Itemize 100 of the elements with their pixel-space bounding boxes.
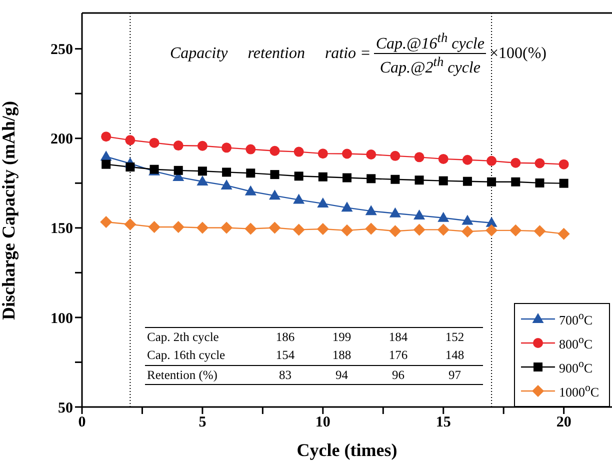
point	[220, 222, 233, 234]
point	[318, 172, 328, 182]
legend-label: 700$^{o}$C	[559, 310, 593, 328]
point	[100, 150, 112, 161]
point	[365, 222, 378, 235]
y-tick-label: 200	[50, 132, 73, 148]
x-tick-label: 5	[198, 414, 206, 431]
point	[100, 216, 112, 228]
point	[438, 212, 450, 222]
point	[318, 148, 328, 159]
point	[414, 210, 426, 220]
point	[174, 166, 183, 175]
point	[365, 205, 377, 216]
point	[341, 224, 353, 236]
point	[390, 150, 400, 161]
annotation: 154	[274, 347, 296, 364]
point	[222, 168, 232, 177]
annotation: Cap. 16th cycle	[146, 347, 226, 364]
point	[414, 176, 424, 185]
point	[535, 178, 544, 188]
point	[534, 158, 545, 168]
point	[558, 228, 570, 240]
point	[125, 135, 136, 146]
point	[390, 174, 400, 184]
x-tick-label: 0	[78, 414, 86, 431]
point	[534, 225, 546, 238]
point	[316, 222, 329, 235]
point	[462, 154, 472, 165]
x-tick-label: 15	[436, 414, 451, 431]
point	[197, 140, 208, 151]
annotation: Retention (%)	[146, 366, 218, 384]
point	[462, 176, 472, 186]
point	[342, 173, 352, 182]
point	[438, 154, 448, 164]
point	[244, 185, 256, 196]
annotation: Capacity retention ratio =	[170, 44, 371, 63]
point	[414, 152, 424, 162]
annotation: Cap.@16$^{th}$ cycle	[374, 30, 486, 54]
x-tick-label: 20	[556, 414, 572, 431]
annotation: 188	[331, 347, 352, 364]
annotation: 184	[388, 328, 409, 346]
annotation: 152	[444, 328, 466, 346]
point	[487, 177, 496, 186]
annotation: 148	[444, 347, 466, 364]
point	[126, 162, 135, 172]
legend-label: 1000$^{o}$C	[559, 382, 600, 400]
y-tick-label: 250	[50, 42, 73, 58]
point	[510, 224, 522, 236]
point	[293, 194, 305, 204]
point	[461, 225, 474, 238]
point	[102, 160, 111, 169]
point	[437, 224, 450, 236]
legend-label: 800$^{o}$C	[559, 334, 593, 352]
point	[196, 222, 208, 234]
x-axis-title: Cycle (times)	[296, 440, 398, 460]
point	[294, 146, 304, 157]
point	[559, 178, 568, 188]
annotation: Cap. 2th cycle	[146, 328, 220, 346]
point	[173, 140, 184, 151]
point	[366, 149, 376, 160]
point	[511, 177, 520, 186]
annotation: Cap.@2$^{th}$ cycle	[380, 54, 480, 78]
annotation: 83	[278, 366, 292, 384]
point	[268, 222, 281, 234]
annotation: 199	[331, 328, 352, 346]
point	[389, 225, 402, 238]
point	[294, 172, 304, 181]
point	[366, 174, 376, 184]
annotation: 96	[391, 366, 406, 384]
point	[389, 207, 401, 218]
point	[486, 224, 498, 236]
point	[172, 221, 184, 234]
point	[268, 190, 280, 200]
point	[220, 179, 232, 190]
point	[462, 214, 474, 225]
point	[270, 146, 280, 156]
point	[486, 156, 497, 166]
point	[317, 198, 329, 208]
annotation: ×100(%)	[489, 44, 546, 63]
point	[413, 224, 426, 236]
point	[101, 132, 112, 142]
point	[148, 221, 160, 234]
point	[246, 168, 256, 178]
annotation: 97	[448, 366, 462, 384]
point	[438, 176, 448, 186]
legend-label: 900$^{o}$C	[559, 358, 593, 376]
y-axis-title: Discharge Capacity (mAh/g)	[0, 101, 18, 320]
point	[198, 166, 207, 176]
point	[342, 148, 352, 159]
point	[292, 224, 305, 236]
point	[222, 142, 232, 153]
point	[558, 159, 569, 170]
point	[246, 144, 256, 154]
point	[149, 138, 160, 148]
y-tick-label: 150	[50, 221, 73, 238]
annotation: 94	[334, 366, 349, 384]
point	[196, 176, 208, 186]
annotation: 186	[274, 328, 296, 346]
point	[124, 218, 136, 230]
point	[510, 158, 521, 168]
